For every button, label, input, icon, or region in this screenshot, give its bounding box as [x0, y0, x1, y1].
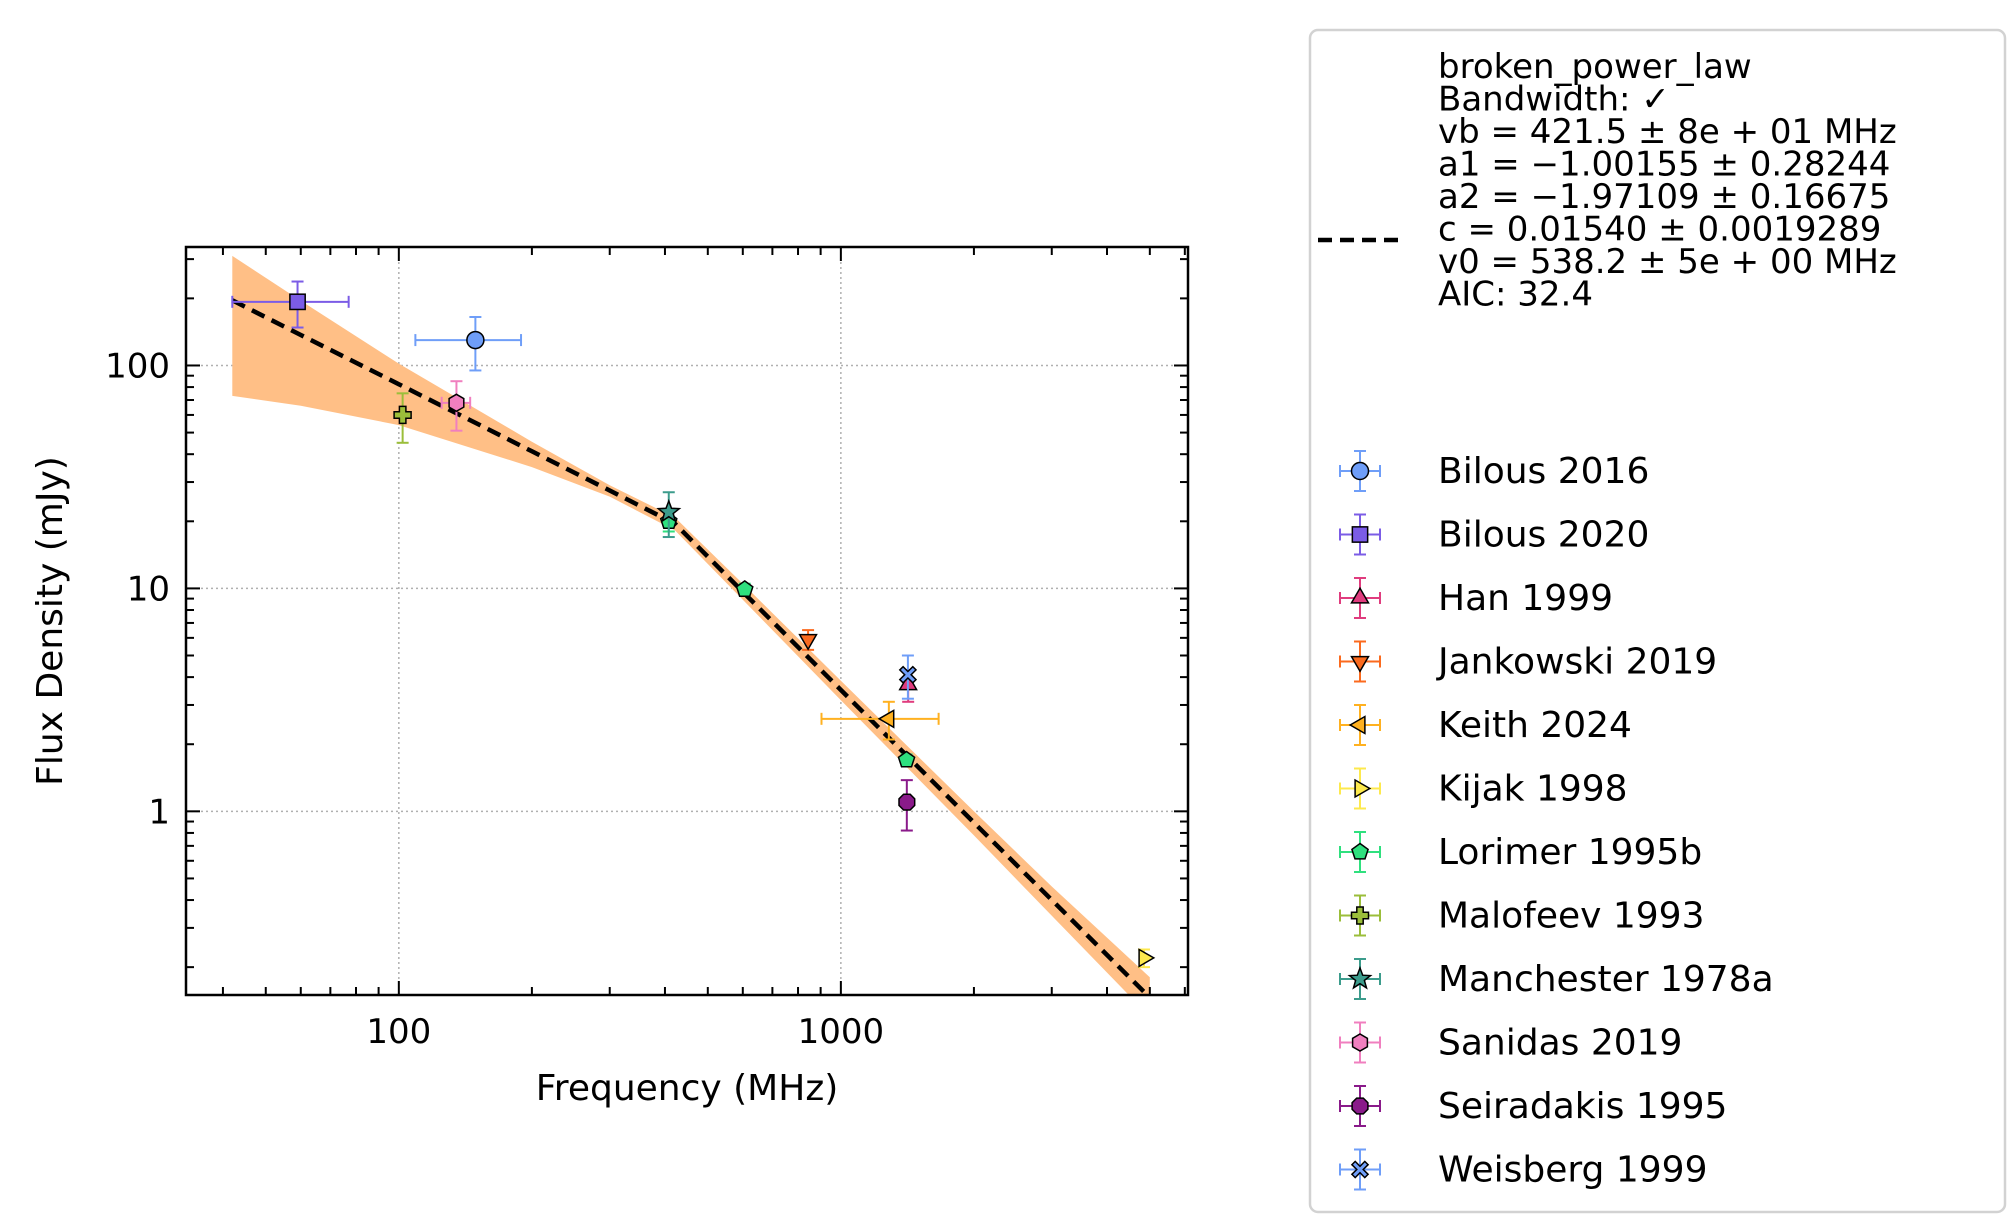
legend-swatch-8 [1339, 958, 1381, 1000]
y-tick-label-0: 1 [148, 792, 170, 832]
legend-fit-line-4: a2 = −1.97109 ± 0.16675 [1438, 177, 1890, 217]
point-3-0 [798, 633, 818, 651]
legend-swatch-11 [1339, 1148, 1381, 1191]
point-7-0 [393, 405, 412, 425]
legend-label-7: Malofeev 1993 [1438, 896, 1704, 937]
legend-swatch-9 [1339, 1021, 1381, 1064]
legend-swatch-6 [1339, 831, 1381, 873]
legend-label-2: Han 1999 [1438, 578, 1613, 619]
series-9 [440, 380, 472, 432]
data-points-layer [231, 280, 1156, 969]
legend-fit-line-1: Bandwidth: ✓ [1438, 80, 1670, 120]
legend-marker-1 [1351, 526, 1369, 543]
legend-swatch-7 [1339, 894, 1381, 937]
legend-swatch-10 [1339, 1085, 1381, 1127]
y-tick-label-2: 100 [105, 346, 170, 386]
legend-label-8: Manchester 1978a [1438, 959, 1774, 1000]
series-0 [414, 315, 523, 372]
legend-marker-8 [1347, 965, 1373, 990]
fit-band-layer [232, 255, 1150, 995]
legend-label-5: Kijak 1998 [1438, 769, 1628, 810]
y-tick-label-1: 10 [127, 569, 170, 609]
legend-swatch-1 [1339, 513, 1381, 556]
point-0-0 [466, 330, 485, 350]
legend-swatch-2 [1339, 577, 1381, 619]
x-tick-label-0: 100 [366, 1012, 431, 1052]
series-8 [656, 491, 682, 539]
point-4-0 [877, 709, 895, 729]
legend-marker-11 [1350, 1160, 1370, 1179]
series-10 [898, 779, 916, 832]
legend-label-1: Bilous 2020 [1438, 515, 1649, 556]
y-axis-label: Flux Density (mJy) [30, 456, 71, 786]
point-11-0 [898, 665, 918, 684]
x-axis-label: Frequency (MHz) [536, 1068, 839, 1109]
point-10-0 [898, 793, 916, 811]
legend-marker-4 [1348, 715, 1366, 735]
legend-label-6: Lorimer 1995b [1438, 832, 1702, 873]
point-1-0 [289, 293, 306, 311]
point-8-0 [656, 498, 682, 523]
legend-swatch-4 [1339, 704, 1381, 746]
fit-uncertainty-band [232, 255, 1150, 995]
legend-swatch-0 [1339, 450, 1381, 492]
legend-marker-3 [1350, 655, 1370, 673]
legend-fit-line-6: v0 = 538.2 ± 5e + 00 MHz [1438, 242, 1897, 282]
series-4 [820, 700, 940, 741]
legend-label-0: Bilous 2016 [1438, 451, 1649, 492]
legend-swatch-5 [1339, 767, 1381, 810]
legend-marker-10 [1351, 1097, 1369, 1115]
legend-label-10: Seiradakis 1995 [1438, 1086, 1727, 1127]
legend-label-4: Keith 2024 [1438, 705, 1632, 746]
legend-box [1308, 28, 2007, 1214]
legend-marker-7 [1350, 906, 1370, 925]
legend-marker-9 [1351, 1033, 1369, 1052]
x-tick-label-1: 1000 [798, 1012, 885, 1052]
legend-marker-6 [1351, 842, 1369, 860]
series-5 [1137, 948, 1156, 969]
legend-swatch-3 [1339, 640, 1381, 683]
plot-frame [184, 245, 1190, 997]
legend-fit-line-7: AIC: 32.4 [1438, 275, 1593, 315]
legend-marker-0 [1350, 461, 1370, 481]
legend-fit-line-5: c = 0.01540 ± 0.0019289 [1438, 210, 1881, 250]
series-11 [898, 654, 918, 700]
legend-fit-line-2: vb = 421.5 ± 8e + 01 MHz [1438, 112, 1897, 152]
point-6-1 [735, 579, 754, 598]
series-3 [798, 629, 818, 651]
point-6-2 [897, 750, 916, 768]
legend-fit-line-3: a1 = −1.00155 ± 0.28244 [1438, 145, 1890, 185]
legend-label-3: Jankowski 2019 [1436, 642, 1717, 683]
legend-label-9: Sanidas 2019 [1438, 1023, 1682, 1064]
point-9-0 [448, 393, 465, 413]
series-7 [393, 392, 412, 444]
legend-label-11: Weisberg 1999 [1438, 1150, 1707, 1191]
legend-marker-2 [1350, 586, 1370, 604]
axis-ticks: 100 1000 1 10 100 [105, 247, 1188, 1052]
legend-marker-5 [1354, 778, 1372, 799]
series-1 [231, 280, 350, 329]
point-5-0 [1138, 948, 1156, 968]
legend-fit-line-0: broken_power_law [1438, 47, 1752, 87]
